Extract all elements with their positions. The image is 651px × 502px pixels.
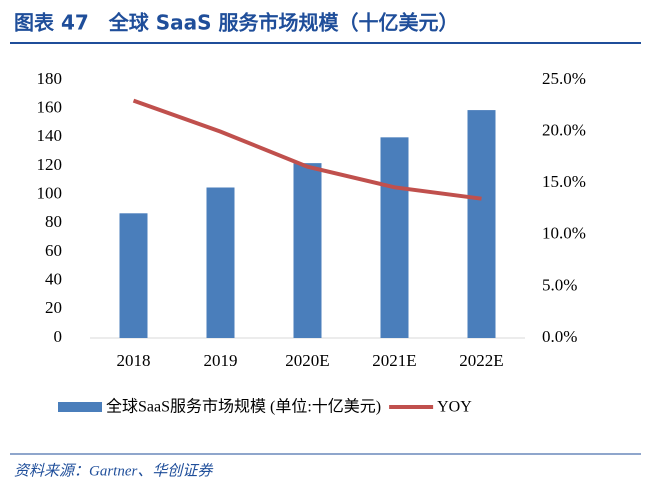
y2-tick-label: 25.0% <box>542 69 586 88</box>
y-tick-label: 180 <box>37 69 63 88</box>
bar <box>119 213 148 338</box>
x-tick-label: 2020E <box>285 351 329 370</box>
legend-swatch <box>58 402 102 412</box>
y-tick-label: 160 <box>37 98 63 117</box>
y2-tick-label: 15.0% <box>542 172 586 191</box>
y2-tick-label: 5.0% <box>542 275 577 294</box>
y-tick-label: 100 <box>37 184 63 203</box>
bar <box>293 163 322 338</box>
x-tick-label: 2021E <box>372 351 416 370</box>
y-tick-label: 60 <box>45 241 62 260</box>
legend-label: 全球SaaS服务市场规模 (单位:十亿美元) <box>106 398 381 416</box>
x-tick-label: 2018 <box>117 351 151 370</box>
y-tick-label: 120 <box>37 155 63 174</box>
x-tick-label: 2019 <box>204 351 238 370</box>
y2-tick-label: 20.0% <box>542 121 586 140</box>
y-tick-label: 20 <box>45 298 62 317</box>
legend-label: YOY <box>437 399 472 416</box>
bar <box>206 187 235 338</box>
y-tick-label: 40 <box>45 270 62 289</box>
y-tick-label: 80 <box>45 212 62 231</box>
bar <box>467 110 496 338</box>
line <box>132 98 482 201</box>
y-tick-label: 0 <box>54 327 63 346</box>
source: 资料来源：Gartner、华创证券 <box>14 462 213 479</box>
chart-title: 图表 47 全球 SaaS 服务市场规模（十亿美元） <box>14 11 459 35</box>
y2-tick-label: 10.0% <box>542 224 586 243</box>
x-tick-label: 2022E <box>459 351 503 370</box>
bar <box>380 137 409 338</box>
y-tick-label: 140 <box>37 126 63 145</box>
y2-tick-label: 0.0% <box>542 327 577 346</box>
